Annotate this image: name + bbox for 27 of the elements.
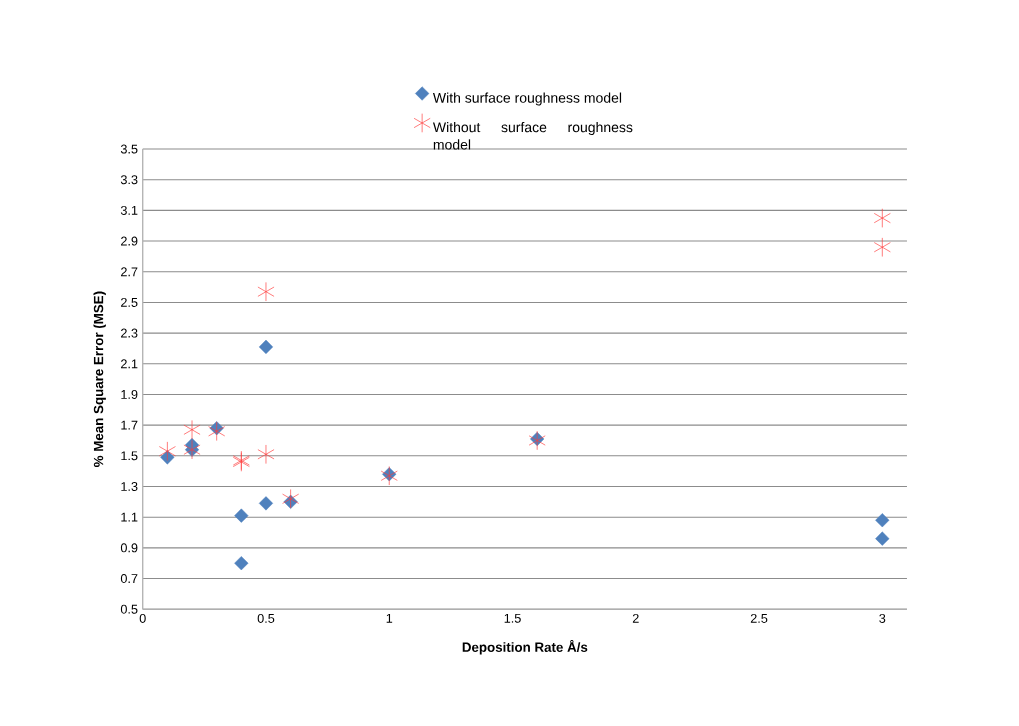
y-tick-label: 3.1 [120, 205, 138, 215]
x-tick-label: 0 [139, 613, 146, 623]
x-tick-label: 1 [386, 613, 393, 623]
y-tick-label: 2.3 [121, 328, 138, 338]
x-tick-label: 0.5 [257, 613, 275, 623]
y-tick-label: 1.5 [121, 451, 138, 461]
x-tick-label: 3 [879, 613, 886, 623]
y-tick-label: 1.1 [121, 512, 138, 522]
y-tick-label: 3.3 [120, 175, 138, 185]
y-tick-label: 1.3 [121, 481, 138, 491]
y-tick-label: 3.5 [120, 144, 138, 154]
x-tick-label: 1.5 [504, 613, 521, 623]
y-tick-label: 2.5 [121, 297, 138, 307]
x-axis-title: Deposition Rate Å/s [462, 639, 588, 655]
x-tick-label: 2 [632, 613, 639, 623]
y-tick-label: 0.7 [120, 573, 138, 583]
y-tick-label: 2.7 [121, 267, 138, 277]
y-axis-title: % Mean Square Error (MSE) [93, 291, 106, 467]
y-tick-label: 0.5 [120, 604, 138, 614]
y-tick-label: 1.7 [121, 420, 138, 430]
y-tick-label: 2.1 [121, 359, 138, 369]
y-tick-label: 0.9 [120, 543, 138, 553]
x-tick-label: 2.5 [750, 613, 768, 623]
y-tick-label: 1.9 [121, 389, 138, 399]
y-tick-label: 2.9 [121, 236, 138, 246]
legend-label: With surface roughness model [432, 92, 622, 106]
legend-label: Without surface roughness model [432, 121, 633, 150]
